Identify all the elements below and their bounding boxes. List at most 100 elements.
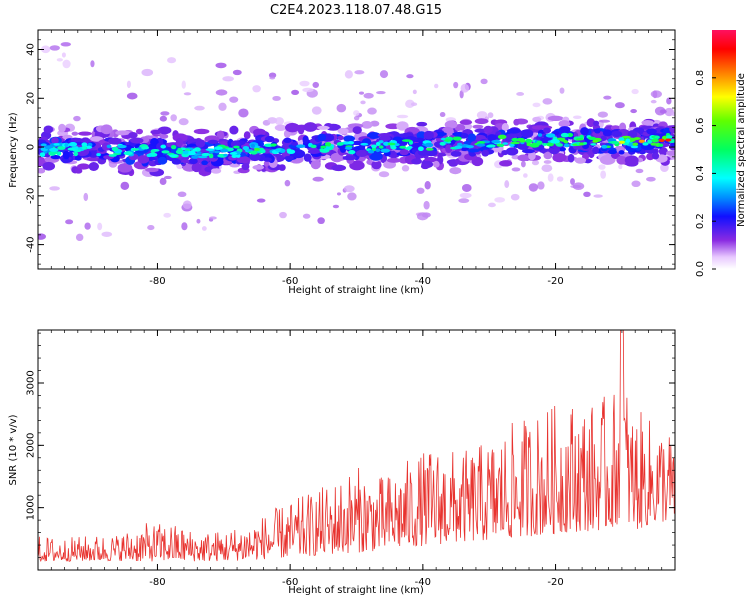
heatmap-noise-blob (120, 181, 130, 191)
heatmap-halo-blob (552, 152, 567, 163)
heatmap-peak-blob (454, 145, 463, 150)
heatmap-noise-blob (360, 100, 366, 105)
heatmap-peak-blob (476, 143, 486, 147)
heatmap-core-blob (51, 137, 59, 145)
heatmap-noise-blob (272, 95, 281, 101)
heatmap-peak-blob (229, 152, 238, 155)
heatmap-noise-blob (532, 102, 541, 108)
heatmap-noise-blob (488, 202, 496, 208)
heatmap-halo-blob (586, 118, 596, 128)
heatmap-core-blob (646, 128, 657, 135)
heatmap-peak-blob (417, 146, 424, 152)
heatmap-noise-blob (516, 92, 525, 96)
heatmap-noise-blob (267, 117, 278, 124)
heatmap-peak-blob (491, 139, 501, 144)
heatmap-peak-blob (575, 137, 584, 141)
heatmap-peak-blob (347, 140, 355, 145)
heatmap-halo-blob (42, 161, 56, 171)
heatmap-halo-blob (610, 125, 621, 131)
heatmap-halo-blob (651, 152, 660, 160)
snr-xtick-label: -60 (282, 577, 298, 588)
heatmap-noise-blob (194, 105, 205, 111)
heatmap-peak-blob (545, 133, 556, 138)
heatmap-peak-blob (425, 148, 434, 151)
heatmap-halo-blob (411, 158, 422, 165)
heatmap-peak-blob (452, 136, 462, 141)
heatmap-halo-blob (483, 125, 493, 134)
heatmap-peak-blob (161, 150, 170, 154)
heatmap-peak-blob (168, 154, 178, 158)
heatmap-halo-blob (528, 150, 536, 161)
heatmap-peak-blob (205, 148, 215, 151)
heatmap-core-blob (467, 133, 477, 142)
heatmap-noise-blob (598, 164, 606, 170)
heatmap-peak-blob (380, 148, 391, 153)
heatmap-halo-blob (252, 165, 265, 170)
heatmap-halo-blob (349, 160, 365, 171)
heatmap-noise-blob (229, 96, 239, 103)
heatmap-peak-blob (590, 143, 597, 146)
heatmap-noise-blob (49, 186, 60, 191)
heatmap-noise-blob (336, 103, 347, 113)
heatmap-noise-blob (73, 115, 81, 122)
heatmap-peak-blob (556, 137, 566, 141)
heatmap-noise-blob (434, 83, 439, 89)
heatmap-halo-blob (88, 162, 99, 171)
heatmap-core-blob (157, 156, 168, 165)
heatmap-peak-blob (150, 149, 156, 154)
heatmap-core-blob (236, 156, 251, 164)
heatmap-core-blob (337, 135, 344, 141)
colorbar-tick-label: 0.8 (695, 70, 706, 86)
heatmap-noise-blob (302, 87, 314, 93)
heatmap-peak-blob (546, 142, 554, 147)
heatmap-noise-blob (222, 76, 234, 82)
heatmap-noise-blob (458, 198, 470, 204)
heatmap-peak-blob (654, 135, 660, 140)
heatmap-noise-blob (201, 226, 207, 231)
heatmap-core-blob (594, 128, 601, 134)
heatmap-core-blob (481, 149, 489, 157)
heatmap-core-blob (339, 144, 347, 153)
heatmap-peak-blob (286, 149, 296, 154)
heatmap-noise-blob (416, 212, 429, 221)
heatmap-halo-blob (666, 150, 675, 156)
heatmap-noise-blob (41, 45, 51, 54)
heatmap-peak-blob (123, 151, 133, 156)
colorbar-tick-label: 0.6 (695, 118, 706, 134)
heatmap-noise-blob (311, 106, 322, 115)
heatmap-noise-blob (453, 81, 459, 89)
heatmap-noise-blob (572, 115, 582, 120)
heatmap-noise-blob (49, 45, 60, 51)
heatmap-noise-blob (603, 95, 612, 100)
heatmap-noise-blob (510, 193, 520, 201)
heatmap-noise-blob (556, 176, 564, 182)
heatmap-noise-blob (159, 177, 167, 186)
heatmap-spectral-blobs (38, 42, 675, 242)
heatmap-halo-blob (547, 115, 564, 122)
heatmap-halo-blob (624, 155, 639, 166)
heatmap-peak-blob (666, 135, 673, 139)
heatmap-core-blob (101, 142, 111, 151)
heatmap-core-blob (520, 129, 529, 136)
heatmap-halo-blob (303, 122, 318, 132)
heatmap-peak-blob (542, 142, 548, 146)
heatmap-noise-blob (523, 173, 528, 178)
heatmap-noise-blob (317, 217, 325, 225)
heatmap-noise-blob (353, 115, 360, 121)
heatmap-core-blob (580, 127, 589, 136)
heatmap-halo-blob (89, 136, 104, 142)
heatmap-noise-blob (284, 179, 291, 187)
heatmap-ytick-label: -20 (26, 188, 37, 204)
heatmap-peak-blob (191, 155, 199, 159)
colorbar-gradient (712, 30, 736, 269)
snr-xtick-label: -40 (415, 577, 431, 588)
heatmap-noise-blob (412, 89, 417, 95)
heatmap-halo-blob (499, 160, 513, 167)
heatmap-core-blob (399, 149, 409, 156)
heatmap-noise-blob (302, 213, 311, 219)
heatmap-peak-blob (405, 146, 412, 151)
heatmap-peak-blob (275, 148, 282, 152)
heatmap-xtick-label: -80 (149, 276, 165, 287)
heatmap-peak-blob (499, 144, 504, 148)
